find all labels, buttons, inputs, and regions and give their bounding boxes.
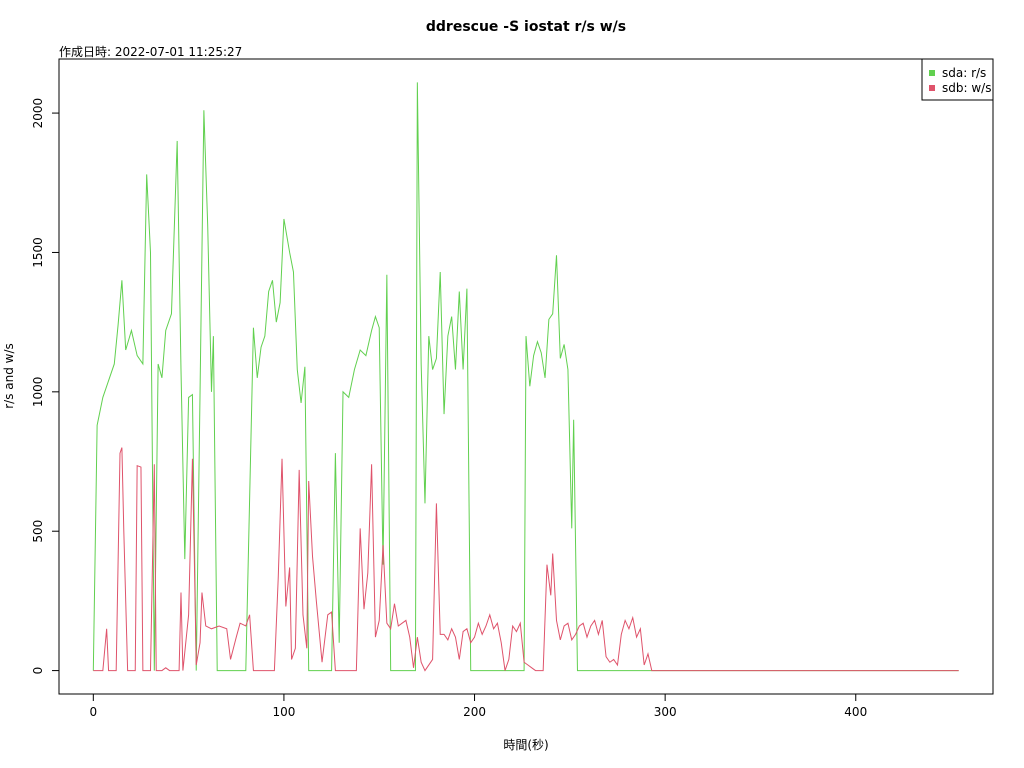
x-tick-label: 200	[463, 705, 486, 719]
chart-subtitle: 作成日時: 2022-07-01 11:25:27	[59, 45, 242, 59]
y-tick-label: 500	[31, 520, 45, 543]
y-tick-label: 1500	[31, 237, 45, 268]
y-axis-label: r/s and w/s	[2, 343, 16, 409]
chart-title: ddrescue -S iostat r/s w/s	[426, 19, 626, 35]
x-tick-label: 300	[654, 705, 677, 719]
legend-swatch	[929, 85, 935, 91]
y-tick-label: 1000	[31, 377, 45, 408]
x-tick-label: 0	[89, 705, 97, 719]
x-tick-label: 100	[272, 705, 295, 719]
y-tick-label: 2000	[31, 98, 45, 129]
legend-swatch	[929, 70, 935, 76]
legend-label: sdb: w/s	[942, 81, 991, 95]
x-tick-label: 400	[844, 705, 867, 719]
legend-label: sda: r/s	[942, 66, 986, 80]
y-tick-label: 0	[31, 667, 45, 675]
x-axis-label: 時間(秒)	[503, 738, 548, 752]
legend-box	[921, 58, 994, 101]
plot-frame	[58, 58, 994, 695]
series-line	[92, 82, 959, 672]
series-line	[93, 447, 959, 672]
